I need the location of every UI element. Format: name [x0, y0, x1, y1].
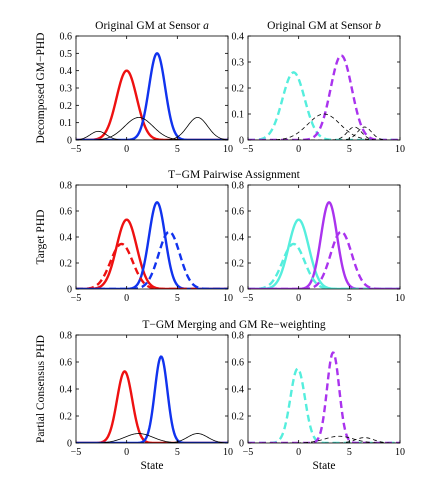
x-tick-label: 10 — [223, 144, 233, 155]
y-tick-label: 0.3 — [60, 84, 73, 95]
series-curve-2 — [248, 201, 400, 289]
x-tick-label: 10 — [223, 447, 233, 458]
series-curve-1 — [76, 218, 228, 289]
x-tick-label: 5 — [175, 293, 180, 304]
y-tick-label: 0.6 — [60, 32, 73, 43]
y-axis-label: Target PHD — [35, 210, 47, 265]
x-tick-label: −5 — [71, 293, 82, 304]
series-curve-4 — [76, 117, 228, 140]
series-curve-5 — [76, 117, 228, 140]
y-tick-label: 0.4 — [60, 385, 73, 396]
y-tick-label: 0.6 — [60, 207, 73, 218]
series-curve-4 — [76, 433, 228, 443]
x-tick-label: −5 — [243, 293, 254, 304]
series-curve-5 — [248, 126, 400, 140]
y-tick-label: 0.3 — [232, 58, 245, 69]
y-tick-label: 0.2 — [232, 84, 245, 95]
chart-title: T−GM Pairwise Assignment — [168, 169, 301, 181]
y-tick-label: 0.4 — [232, 233, 245, 244]
axes-frame — [247, 334, 401, 444]
series-curve-2 — [76, 201, 228, 289]
y-tick-label: 0.5 — [60, 49, 73, 60]
x-tick-label: 0 — [124, 144, 129, 155]
y-tick-label: 0.1 — [60, 118, 73, 129]
y-tick-label: 0 — [67, 285, 72, 296]
series-curve-2 — [76, 52, 228, 140]
y-tick-label: 0.4 — [232, 385, 245, 396]
y-tick-label: 0.2 — [232, 412, 245, 423]
series-curve-4 — [76, 230, 228, 289]
y-tick-label: 0 — [239, 439, 244, 450]
axes-frame — [75, 334, 229, 444]
y-tick-label: 0.4 — [60, 66, 73, 77]
x-tick-label: −5 — [71, 144, 82, 155]
y-tick-label: 0.6 — [232, 207, 245, 218]
y-axis-label: Partial Consensus PHD — [35, 335, 47, 443]
y-tick-label: 0.8 — [60, 181, 73, 192]
y-axis-label: Decomposed GM−PHD — [35, 33, 47, 144]
x-tick-label: 10 — [395, 144, 405, 155]
y-tick-label: 0.2 — [60, 412, 73, 423]
series-curve-2 — [76, 355, 228, 443]
x-tick-label: 0 — [296, 447, 301, 458]
x-tick-label: 10 — [395, 447, 405, 458]
chart-title: Original GM at Sensor b — [267, 20, 381, 32]
y-tick-label: 0 — [239, 285, 244, 296]
y-tick-label: 0.4 — [60, 233, 73, 244]
series-curve-1 — [248, 71, 400, 140]
y-tick-label: 0.8 — [60, 331, 73, 342]
y-tick-label: 0.2 — [60, 101, 73, 112]
x-tick-label: 5 — [175, 447, 180, 458]
y-tick-label: 0 — [239, 136, 244, 147]
series-curve-2 — [248, 351, 400, 443]
series-curve-3 — [76, 130, 228, 140]
x-tick-label: 10 — [223, 293, 233, 304]
series-curve-4 — [248, 230, 400, 289]
series-curve-2 — [248, 54, 400, 140]
series-curve-1 — [248, 218, 400, 289]
y-tick-label: 0.8 — [232, 331, 245, 342]
x-tick-label: −5 — [243, 447, 254, 458]
series-curve-4 — [248, 437, 400, 443]
x-tick-label: 0 — [296, 293, 301, 304]
x-tick-label: 0 — [124, 293, 129, 304]
x-tick-label: 0 — [296, 144, 301, 155]
x-tick-label: 10 — [395, 293, 405, 304]
chart-title: T−GM Merging and GM Re−weighting — [142, 319, 326, 331]
y-tick-label: 0.4 — [232, 32, 245, 43]
axes-frame — [247, 35, 401, 141]
y-tick-label: 0.6 — [60, 358, 73, 369]
x-tick-label: −5 — [243, 144, 254, 155]
x-tick-label: 0 — [124, 447, 129, 458]
x-axis-label: State — [141, 460, 164, 472]
series-curve-3 — [76, 242, 228, 289]
y-tick-label: 0 — [67, 439, 72, 450]
chart-title: Original GM at Sensor a — [95, 20, 209, 32]
x-tick-label: 5 — [347, 447, 352, 458]
y-tick-label: 0.8 — [232, 181, 245, 192]
series-curve-1 — [76, 69, 228, 140]
y-tick-label: 0 — [67, 136, 72, 147]
x-tick-label: 5 — [175, 144, 180, 155]
axes-frame — [75, 35, 229, 141]
x-tick-label: −5 — [71, 447, 82, 458]
series-curve-3 — [248, 242, 400, 289]
x-tick-label: 5 — [347, 293, 352, 304]
y-tick-label: 0.2 — [60, 259, 73, 270]
y-tick-label: 0.6 — [232, 358, 245, 369]
y-tick-label: 0.1 — [232, 110, 245, 121]
y-tick-label: 0.2 — [232, 259, 245, 270]
x-axis-label: State — [313, 460, 336, 472]
x-tick-label: 5 — [347, 144, 352, 155]
